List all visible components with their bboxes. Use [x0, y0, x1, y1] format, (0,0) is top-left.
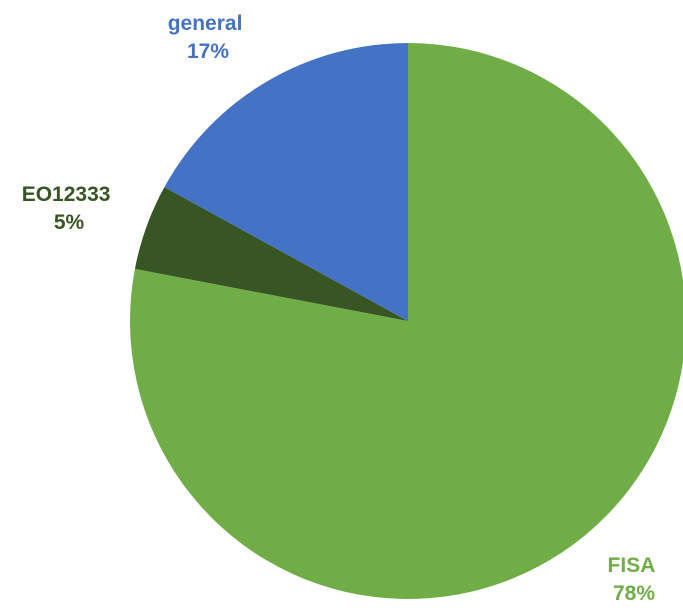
slice-label-eo12333-name: EO12333 — [22, 183, 111, 206]
pie-slice-fisa — [130, 43, 683, 599]
slice-label-fisa-percent: 78% — [613, 582, 655, 605]
slice-label-general-name: general — [168, 12, 243, 35]
pie-slice-general — [164, 43, 408, 321]
slice-label-general-percent: 17% — [187, 40, 229, 63]
slice-label-general: general 17% — [168, 12, 249, 63]
pie-slice-eo12333 — [134, 187, 409, 321]
slice-label-fisa-name: FISA — [608, 554, 656, 577]
slice-label-fisa: FISA 78% — [608, 554, 661, 605]
pie-slices — [130, 43, 683, 599]
slice-label-eo12333: EO12333 5% — [22, 183, 117, 234]
slice-label-eo12333-percent: 5% — [54, 211, 85, 234]
